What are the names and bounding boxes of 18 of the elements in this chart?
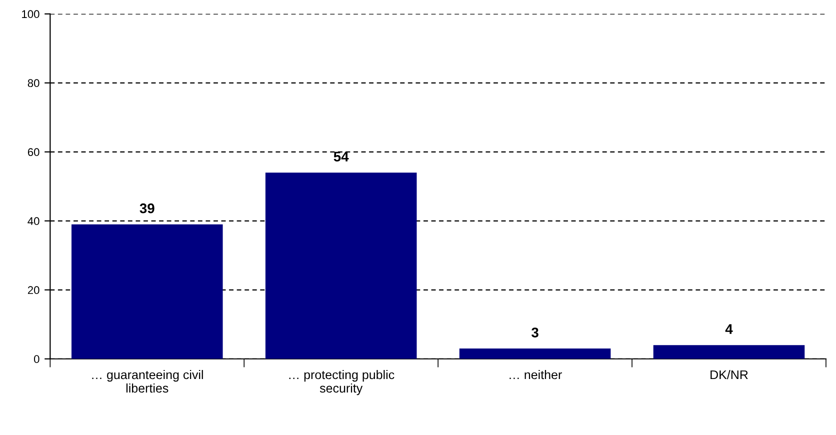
data-label: 4 xyxy=(725,324,733,334)
x-tick-label: … guaranteeing civil liberties xyxy=(92,370,203,393)
y-tick-label: 60 xyxy=(28,148,40,156)
bar xyxy=(459,348,611,359)
y-tick-label: 100 xyxy=(22,10,40,18)
bar xyxy=(265,172,417,359)
x-tick-label: … neither xyxy=(510,370,562,380)
x-tick-label: DK/NR xyxy=(710,370,748,380)
bar xyxy=(653,345,805,359)
y-tick-label: 80 xyxy=(28,79,40,88)
data-label: 3 xyxy=(531,328,538,338)
y-tick-label: 40 xyxy=(28,217,40,226)
data-label: 39 xyxy=(140,203,154,214)
y-tick-label: 20 xyxy=(28,286,40,294)
y-tick-label: 0 xyxy=(34,355,40,364)
x-tick-label: … protecting public security xyxy=(289,370,394,396)
data-label: 54 xyxy=(334,152,349,162)
bar xyxy=(71,224,223,359)
